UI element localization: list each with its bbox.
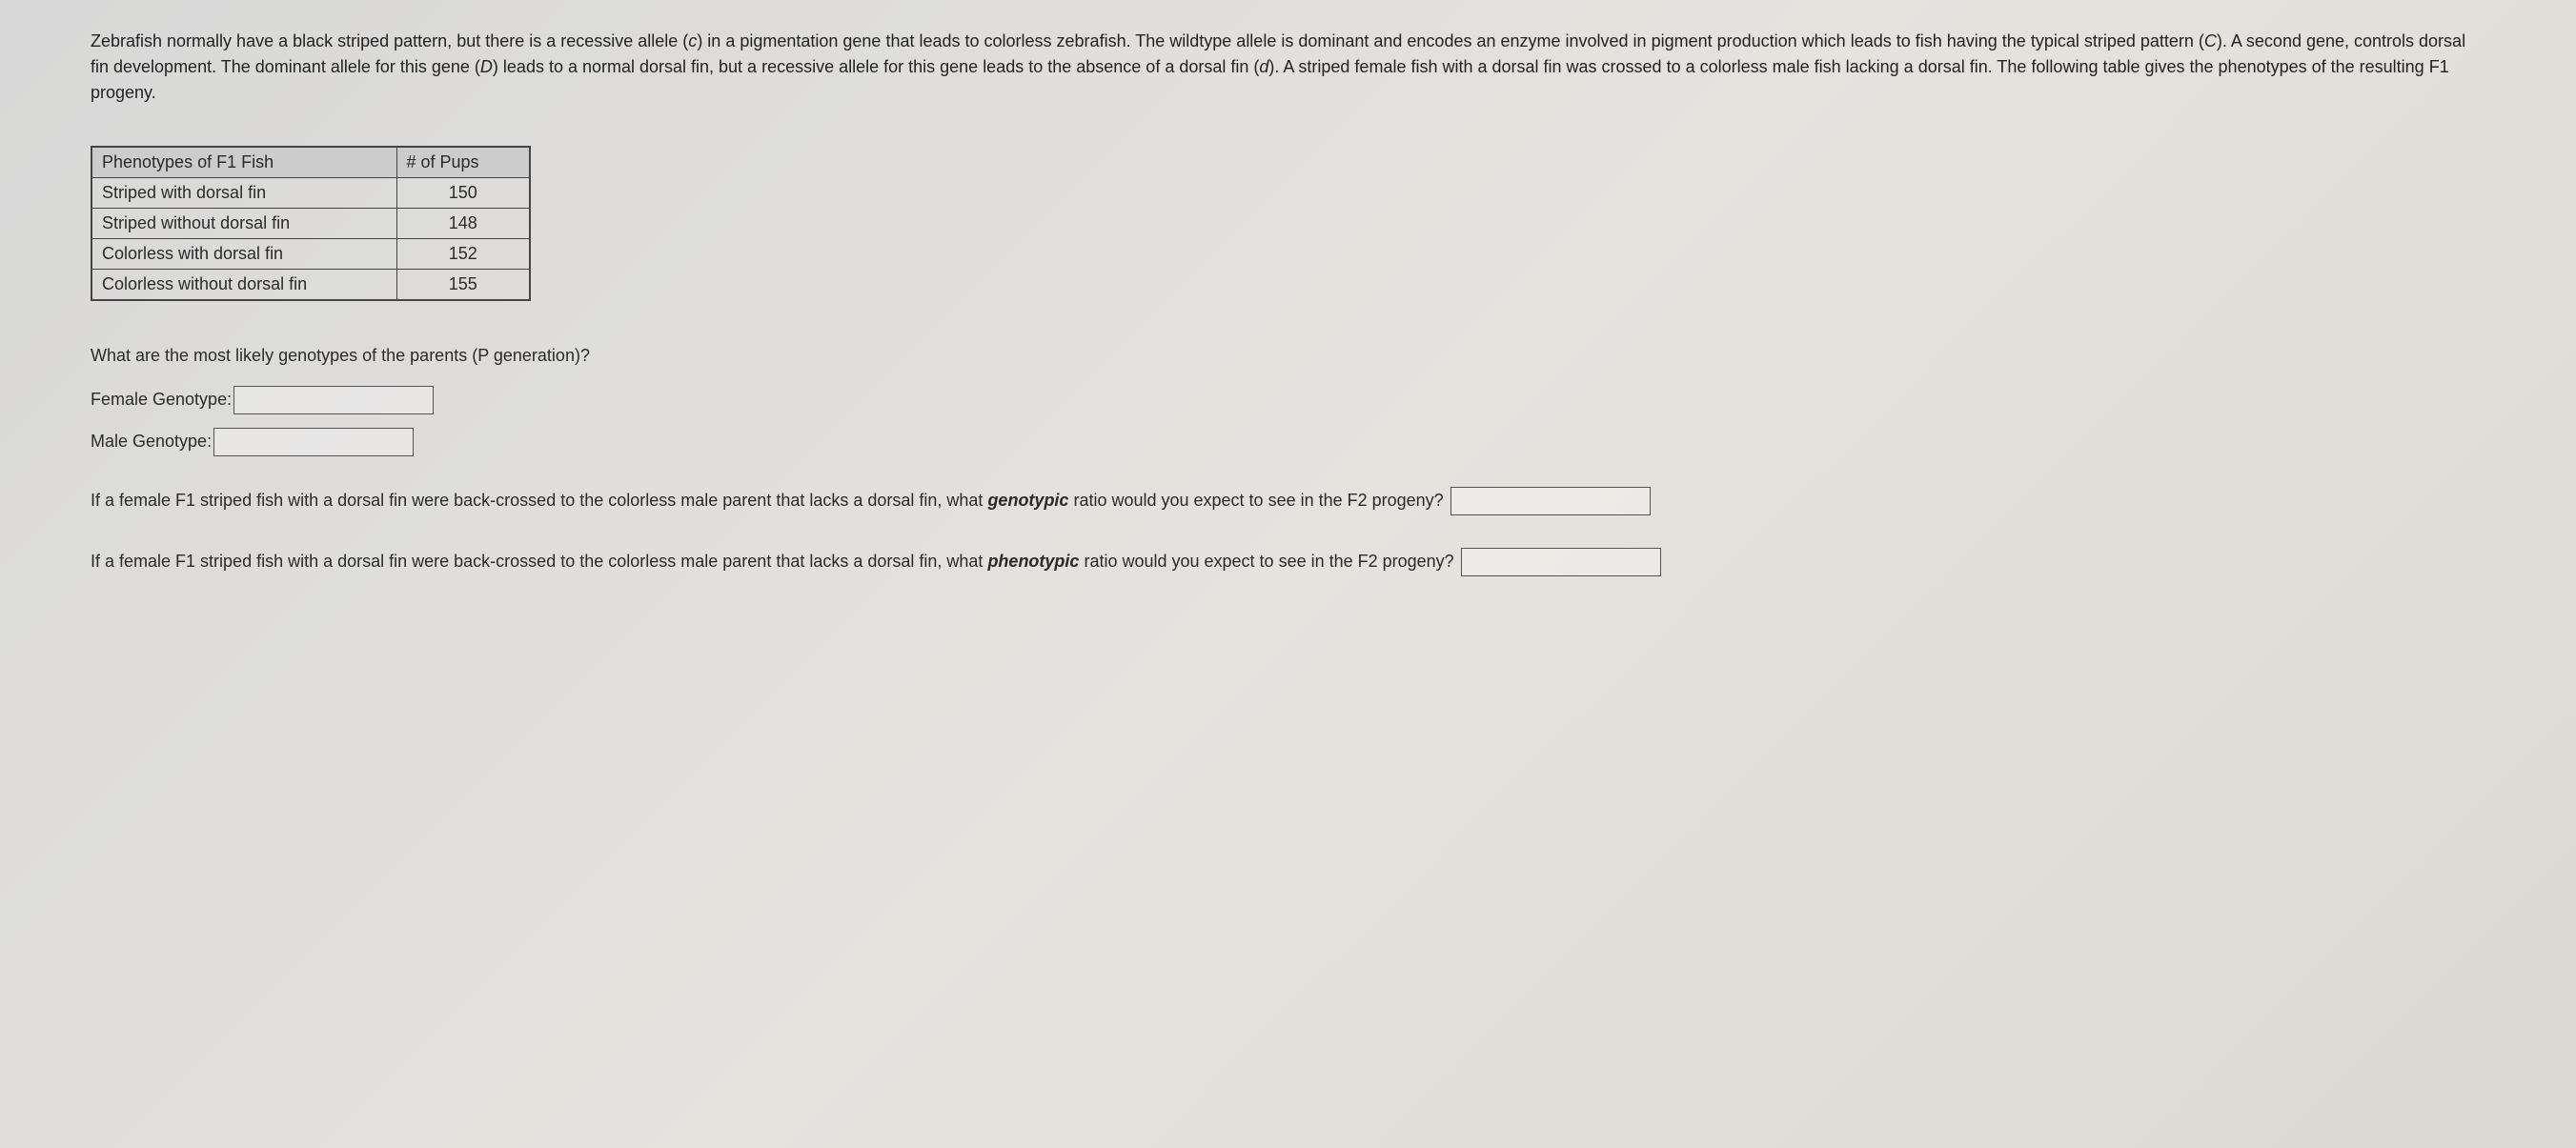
text-segment: Zebrafish normally have a black striped … bbox=[91, 31, 688, 50]
male-genotype-label: Male Genotype: bbox=[91, 432, 212, 452]
text-segment: ) in a pigmentation gene that leads to c… bbox=[697, 31, 2204, 50]
question-2: If a female F1 striped fish with a dorsa… bbox=[91, 483, 2485, 517]
allele-c: c bbox=[688, 31, 697, 50]
table-row: Striped with dorsal fin 150 bbox=[91, 178, 530, 209]
cell-phenotype: Colorless without dorsal fin bbox=[91, 270, 396, 301]
allele-C: C bbox=[2204, 31, 2217, 50]
table-header-row: Phenotypes of F1 Fish # of Pups bbox=[91, 147, 530, 178]
text-segment: ) leads to a normal dorsal fin, but a re… bbox=[493, 57, 1259, 76]
problem-paragraph: Zebrafish normally have a black striped … bbox=[91, 29, 2485, 106]
header-count: # of Pups bbox=[396, 147, 530, 178]
question-3: If a female F1 striped fish with a dorsa… bbox=[91, 544, 2485, 578]
male-genotype-row: Male Genotype: bbox=[91, 428, 2485, 456]
q3-text-1: If a female F1 striped fish with a dorsa… bbox=[91, 552, 987, 571]
table-row: Striped without dorsal fin 148 bbox=[91, 209, 530, 239]
table-row: Colorless with dorsal fin 152 bbox=[91, 239, 530, 270]
female-genotype-label: Female Genotype: bbox=[91, 390, 232, 410]
cell-phenotype: Striped with dorsal fin bbox=[91, 178, 396, 209]
f2-genotypic-input[interactable] bbox=[1450, 487, 1651, 515]
cell-count: 155 bbox=[396, 270, 530, 301]
female-genotype-row: Female Genotype: bbox=[91, 386, 2485, 414]
f2-phenotypic-input[interactable] bbox=[1461, 548, 1661, 576]
phenotype-table: Phenotypes of F1 Fish # of Pups Striped … bbox=[91, 146, 531, 301]
q3-emphasis: phenotypic bbox=[987, 552, 1079, 571]
female-genotype-input[interactable] bbox=[233, 386, 434, 414]
cell-count: 152 bbox=[396, 239, 530, 270]
question-1: What are the most likely genotypes of th… bbox=[91, 341, 2485, 456]
allele-d: d bbox=[1259, 57, 1268, 76]
header-phenotype: Phenotypes of F1 Fish bbox=[91, 147, 396, 178]
cell-phenotype: Striped without dorsal fin bbox=[91, 209, 396, 239]
q2-emphasis: genotypic bbox=[987, 491, 1068, 510]
q2-text-2: ratio would you expect to see in the F2 … bbox=[1068, 491, 1443, 510]
male-genotype-input[interactable] bbox=[213, 428, 414, 456]
cell-count: 150 bbox=[396, 178, 530, 209]
cell-count: 148 bbox=[396, 209, 530, 239]
q3-text-2: ratio would you expect to see in the F2 … bbox=[1079, 552, 1453, 571]
cell-phenotype: Colorless with dorsal fin bbox=[91, 239, 396, 270]
q2-text-1: If a female F1 striped fish with a dorsa… bbox=[91, 491, 987, 510]
table-row: Colorless without dorsal fin 155 bbox=[91, 270, 530, 301]
allele-D: D bbox=[480, 57, 493, 76]
question-1-text: What are the most likely genotypes of th… bbox=[91, 341, 2485, 371]
